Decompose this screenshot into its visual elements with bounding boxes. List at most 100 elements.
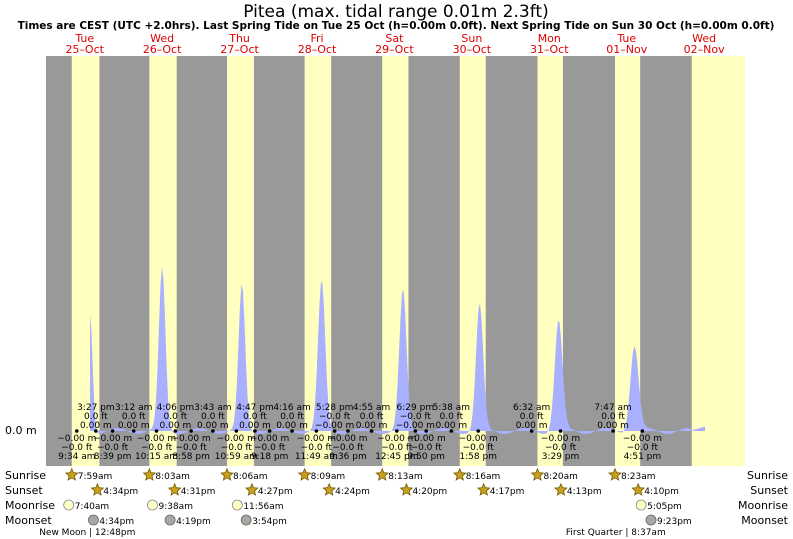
tide-time: 4:16 am [273,403,310,413]
tide-height-ft: −0.0 ft [319,412,351,422]
sunset-icon [554,482,568,496]
day-name-label: Mon [538,32,561,45]
tide-point [173,429,178,433]
day-name-label: Tue [616,32,636,45]
tide-height-m: 0.00 m [239,421,271,431]
tide-point [94,429,98,433]
moonrise-time: 11:56am [243,502,283,512]
day-date-label: 29–Oct [375,43,414,56]
tide-height-m: 0.00 m [516,421,548,431]
sunrise-time: 8:09am [311,472,346,482]
sunset-icon [322,482,337,496]
moonrise-icon [63,499,75,511]
day-name-label: Sat [385,32,404,45]
tide-time: 9:50 pm [407,452,445,462]
tide-height-ft: 0.0 ft [601,412,625,422]
tide-point [449,429,454,433]
day-name-label: Wed [692,32,716,45]
tide-time: 12:45 pm [375,452,418,462]
tide-height-ft: −0.0 ft [97,443,129,453]
tide-labels: −0.00 m−0.0 ft9:34 am3:27 pm0.0 ft0.00 m… [57,403,662,462]
row-label-left: Sunset [5,484,43,497]
day-date-label: 26–Oct [143,43,182,56]
moonrise-icon [635,499,647,511]
day-date-label: 01–Nov [606,43,647,56]
tide-point [267,429,272,433]
sunset-icon [245,482,259,496]
day-date-label: 25–Oct [65,43,104,56]
daylight-band [691,56,745,466]
sunset-icon [90,482,105,496]
day-name-label: Wed [150,32,174,45]
tide-time: 9:34 am [58,452,95,462]
tide-height-ft: 0.0 ft [280,412,304,422]
tide-height-ft: −0.0 ft [301,443,333,453]
tide-point [558,429,563,433]
tide-height-ft: 0.0 ft [520,412,544,422]
tide-height-ft: 0.0 ft [84,412,108,422]
tide-height-m: −0.00 m [315,421,354,431]
sunset-icon [167,482,182,496]
daylight-band [71,56,100,466]
sunrise-time: 8:13am [388,472,423,482]
chart-subtitle: Times are CEST (UTC +2.0hrs). Last Sprin… [18,20,775,32]
tide-height-m: 0.00 m [436,421,468,431]
tide-height-ft: −0.0 ft [221,443,253,453]
tide-height-m: −0.00 m [297,434,336,444]
sunset-time: 4:13pm [567,487,602,497]
moon-phase-label: New Moon | 12:48pm [39,528,135,538]
tide-height-m: −0.00 m [396,421,435,431]
tide-time: 4:51 pm [624,452,662,462]
tide-point [75,429,79,433]
tide-height-m: −0.00 m [623,434,662,444]
moonrise-time: 5:05pm [647,502,682,512]
tide-point [154,429,159,433]
tide-time: 9:18 pm [251,452,289,462]
tide-point [290,429,294,433]
chart-title: Pitea (max. tidal range 0.01m 2.3ft) [243,2,548,22]
moonrise-time: 9:38am [158,502,193,512]
moonset-time: 9:23pm [657,517,692,527]
tide-height-ft: −0.0 ft [411,443,443,453]
tide-height-ft: 0.0 ft [439,412,463,422]
tide-point [110,429,115,433]
day-date-label: 30–Oct [453,43,492,56]
tide-time: 5:28 pm [316,403,354,413]
sunset-icon [476,482,491,496]
sunset-time: 4:27pm [258,487,293,497]
tide-point [529,429,534,433]
tide-time: 7:47 am [594,403,631,413]
moonset-icon [240,514,252,526]
y-axis-label: 0.0 m [5,424,37,437]
sunset-icon [631,482,646,496]
day-date-label: 31–Oct [530,43,569,56]
tide-height-ft: −0.0 ft [61,443,93,453]
tide-height-ft: −0.0 ft [141,443,173,453]
moonset-time: 4:19pm [176,517,211,527]
tide-point [476,429,481,433]
tide-time: 1:58 pm [459,452,497,462]
tide-height-ft: 0.0 ft [243,412,267,422]
tide-point [253,429,257,433]
moonrise-time: 7:40am [75,502,110,512]
y-axis: 0.0 m [5,424,37,437]
tide-height-ft: −0.0 ft [463,443,495,453]
moonset-icon [645,514,657,526]
day-date-label: 27–Oct [220,43,259,56]
tide-point [131,429,136,433]
astronomy-rows: Sunrise Sunrise Sunset Sunset Moonrise Moonri… [5,467,789,538]
tide-height-m: 0.00 m [80,421,112,431]
day-date-label: 02–Nov [684,43,725,56]
tide-time: 6:29 pm [397,403,435,413]
tide-point [413,429,418,433]
tide-point [369,429,374,433]
day-name-label: Fri [310,32,323,45]
tide-height-m: −0.00 m [217,434,256,444]
tide-height-m: 0.00 m [118,421,150,431]
sunrise-time: 8:03am [155,472,190,482]
sunrise-time: 7:59am [78,472,113,482]
moonrise-icon [147,499,158,511]
day-name-label: Thu [228,32,250,45]
tide-point [314,429,319,433]
